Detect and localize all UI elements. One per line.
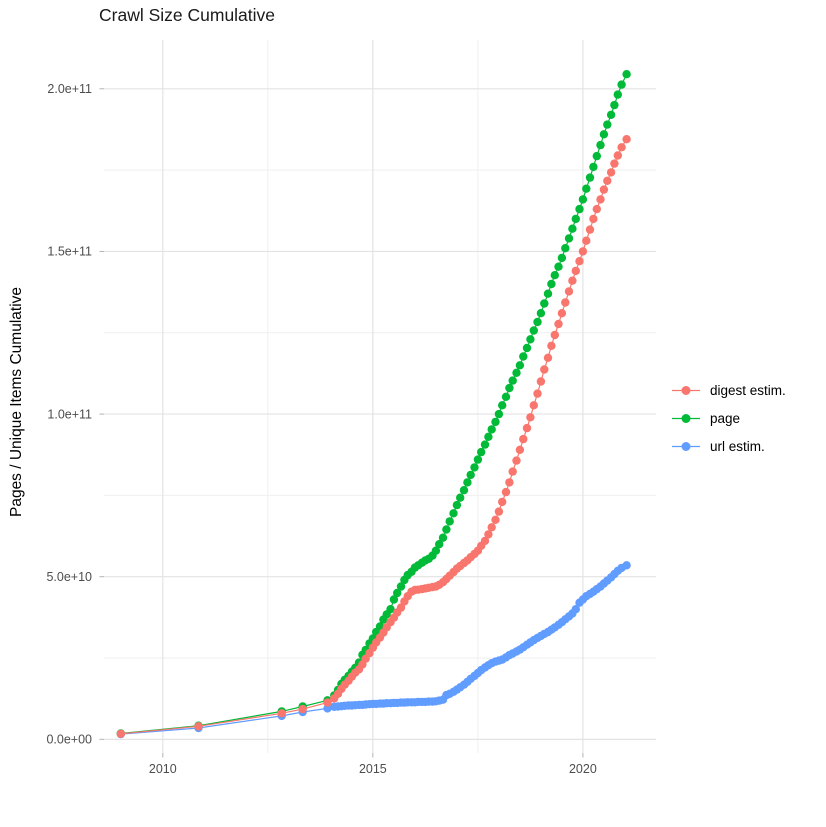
x-tick-label: 2010 bbox=[149, 762, 177, 776]
legend-item-url-estim: url estim. bbox=[671, 439, 786, 454]
legend-key-page bbox=[672, 414, 700, 423]
y-tick-label: 5.0e+10 bbox=[46, 570, 92, 584]
legend: digest estim. page url estim. bbox=[671, 383, 786, 454]
x-tick-label: 2020 bbox=[569, 762, 597, 776]
series-points-digest-estim bbox=[116, 135, 631, 738]
chart-title: Crawl Size Cumulative bbox=[99, 5, 276, 25]
y-tick-label: 0.0e+00 bbox=[46, 733, 92, 747]
legend-key-url-estim bbox=[672, 442, 700, 451]
y-tick-label: 1.5e+11 bbox=[47, 245, 92, 259]
legend-item-page: page bbox=[671, 411, 786, 426]
y-tick-label: 2.0e+11 bbox=[47, 82, 92, 96]
legend-key-digest-estim bbox=[672, 386, 700, 395]
y-tick-label: 1.0e+11 bbox=[47, 407, 92, 421]
series-points-url-estim bbox=[116, 561, 631, 739]
legend-item-digest-estim: digest estim. bbox=[671, 383, 786, 398]
legend-label-page: page bbox=[710, 411, 741, 426]
x-tick-label: 2015 bbox=[359, 762, 387, 776]
legend-label-url-estim: url estim. bbox=[710, 439, 765, 454]
legend-label-digest-estim: digest estim. bbox=[710, 383, 786, 398]
